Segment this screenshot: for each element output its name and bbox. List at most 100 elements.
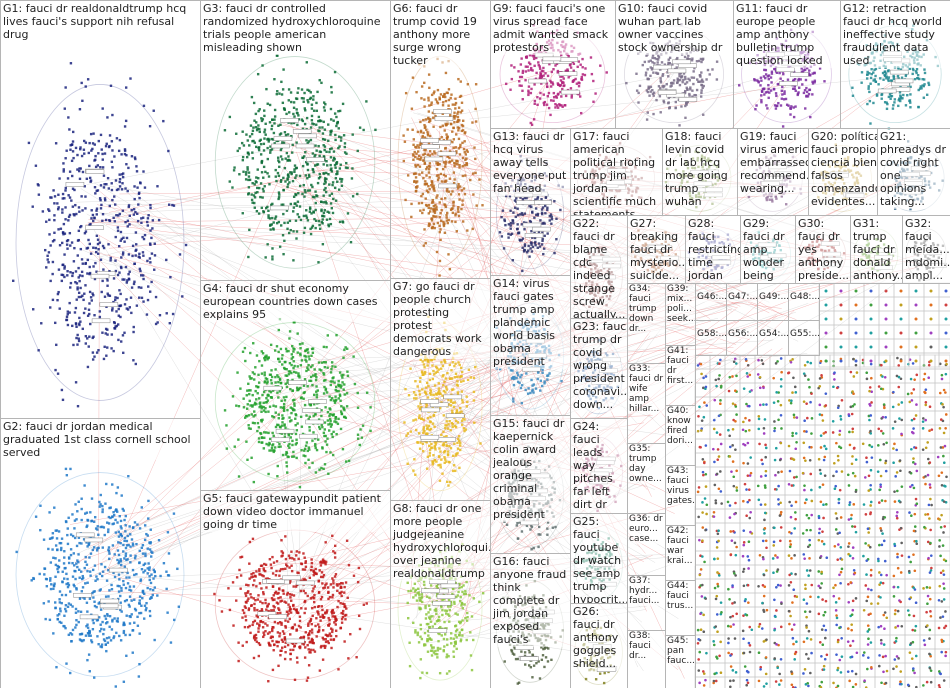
node bbox=[123, 148, 127, 151]
cell bbox=[709, 634, 726, 650]
node bbox=[794, 572, 797, 576]
node bbox=[776, 568, 780, 571]
node bbox=[80, 258, 84, 261]
cell bbox=[799, 662, 816, 678]
node bbox=[735, 362, 738, 365]
node bbox=[937, 626, 941, 630]
node bbox=[138, 599, 141, 602]
cell bbox=[904, 494, 921, 510]
node bbox=[702, 376, 705, 380]
node bbox=[142, 277, 145, 281]
node bbox=[95, 351, 99, 354]
node bbox=[895, 448, 898, 452]
node bbox=[824, 628, 828, 632]
node bbox=[111, 620, 114, 623]
node bbox=[944, 391, 947, 394]
node bbox=[929, 303, 933, 307]
node bbox=[715, 594, 719, 598]
cell bbox=[769, 662, 786, 678]
node bbox=[52, 556, 55, 559]
node bbox=[846, 473, 850, 477]
node bbox=[45, 266, 48, 269]
node bbox=[83, 232, 87, 235]
node bbox=[911, 362, 915, 365]
node bbox=[727, 637, 730, 640]
cell bbox=[919, 522, 936, 538]
node bbox=[54, 142, 58, 145]
node-label bbox=[85, 169, 105, 174]
node bbox=[118, 173, 121, 176]
node bbox=[779, 539, 782, 543]
node bbox=[118, 212, 121, 216]
node bbox=[943, 525, 946, 528]
node bbox=[891, 427, 895, 430]
node bbox=[807, 629, 811, 633]
node bbox=[942, 405, 945, 409]
node bbox=[145, 313, 149, 316]
node bbox=[832, 586, 835, 590]
node bbox=[851, 599, 855, 603]
node bbox=[97, 152, 100, 155]
node bbox=[92, 132, 95, 135]
node bbox=[775, 643, 778, 646]
node bbox=[64, 86, 67, 89]
node bbox=[92, 590, 95, 594]
node bbox=[810, 499, 814, 503]
node bbox=[880, 429, 883, 433]
node bbox=[148, 124, 152, 128]
node bbox=[87, 345, 90, 348]
node bbox=[91, 358, 95, 361]
node bbox=[71, 150, 75, 153]
node bbox=[893, 612, 897, 616]
node bbox=[41, 210, 45, 213]
node bbox=[837, 458, 840, 462]
node bbox=[120, 237, 123, 241]
cell bbox=[934, 466, 950, 482]
node bbox=[795, 416, 799, 419]
node bbox=[838, 658, 842, 662]
node bbox=[143, 617, 146, 620]
node bbox=[939, 672, 942, 676]
node bbox=[807, 516, 811, 520]
node bbox=[818, 556, 822, 560]
node bbox=[99, 184, 103, 187]
node bbox=[863, 679, 866, 682]
node bbox=[102, 357, 106, 361]
node bbox=[72, 260, 76, 263]
node bbox=[779, 625, 783, 629]
cell bbox=[754, 592, 771, 608]
cell bbox=[724, 424, 741, 440]
node bbox=[779, 385, 783, 388]
node bbox=[105, 305, 108, 309]
node bbox=[896, 624, 900, 628]
node bbox=[72, 130, 75, 134]
node bbox=[762, 432, 766, 435]
node bbox=[792, 476, 796, 479]
node bbox=[62, 168, 65, 171]
node bbox=[923, 525, 926, 529]
cell bbox=[784, 620, 801, 636]
node bbox=[124, 552, 128, 555]
node bbox=[847, 484, 851, 487]
node bbox=[819, 685, 823, 688]
node bbox=[130, 538, 134, 541]
node bbox=[868, 402, 871, 406]
node bbox=[133, 262, 136, 265]
node bbox=[132, 330, 135, 334]
node bbox=[913, 588, 917, 591]
node bbox=[62, 233, 65, 236]
node bbox=[81, 639, 84, 643]
node bbox=[862, 608, 866, 612]
node bbox=[104, 218, 108, 222]
node bbox=[148, 609, 152, 613]
node bbox=[940, 483, 944, 487]
node bbox=[134, 554, 137, 558]
node bbox=[111, 166, 114, 169]
node bbox=[117, 561, 120, 565]
cell bbox=[904, 438, 921, 454]
node bbox=[126, 189, 129, 193]
node bbox=[771, 557, 775, 560]
node bbox=[747, 641, 751, 645]
node bbox=[114, 259, 117, 262]
node bbox=[58, 559, 61, 562]
